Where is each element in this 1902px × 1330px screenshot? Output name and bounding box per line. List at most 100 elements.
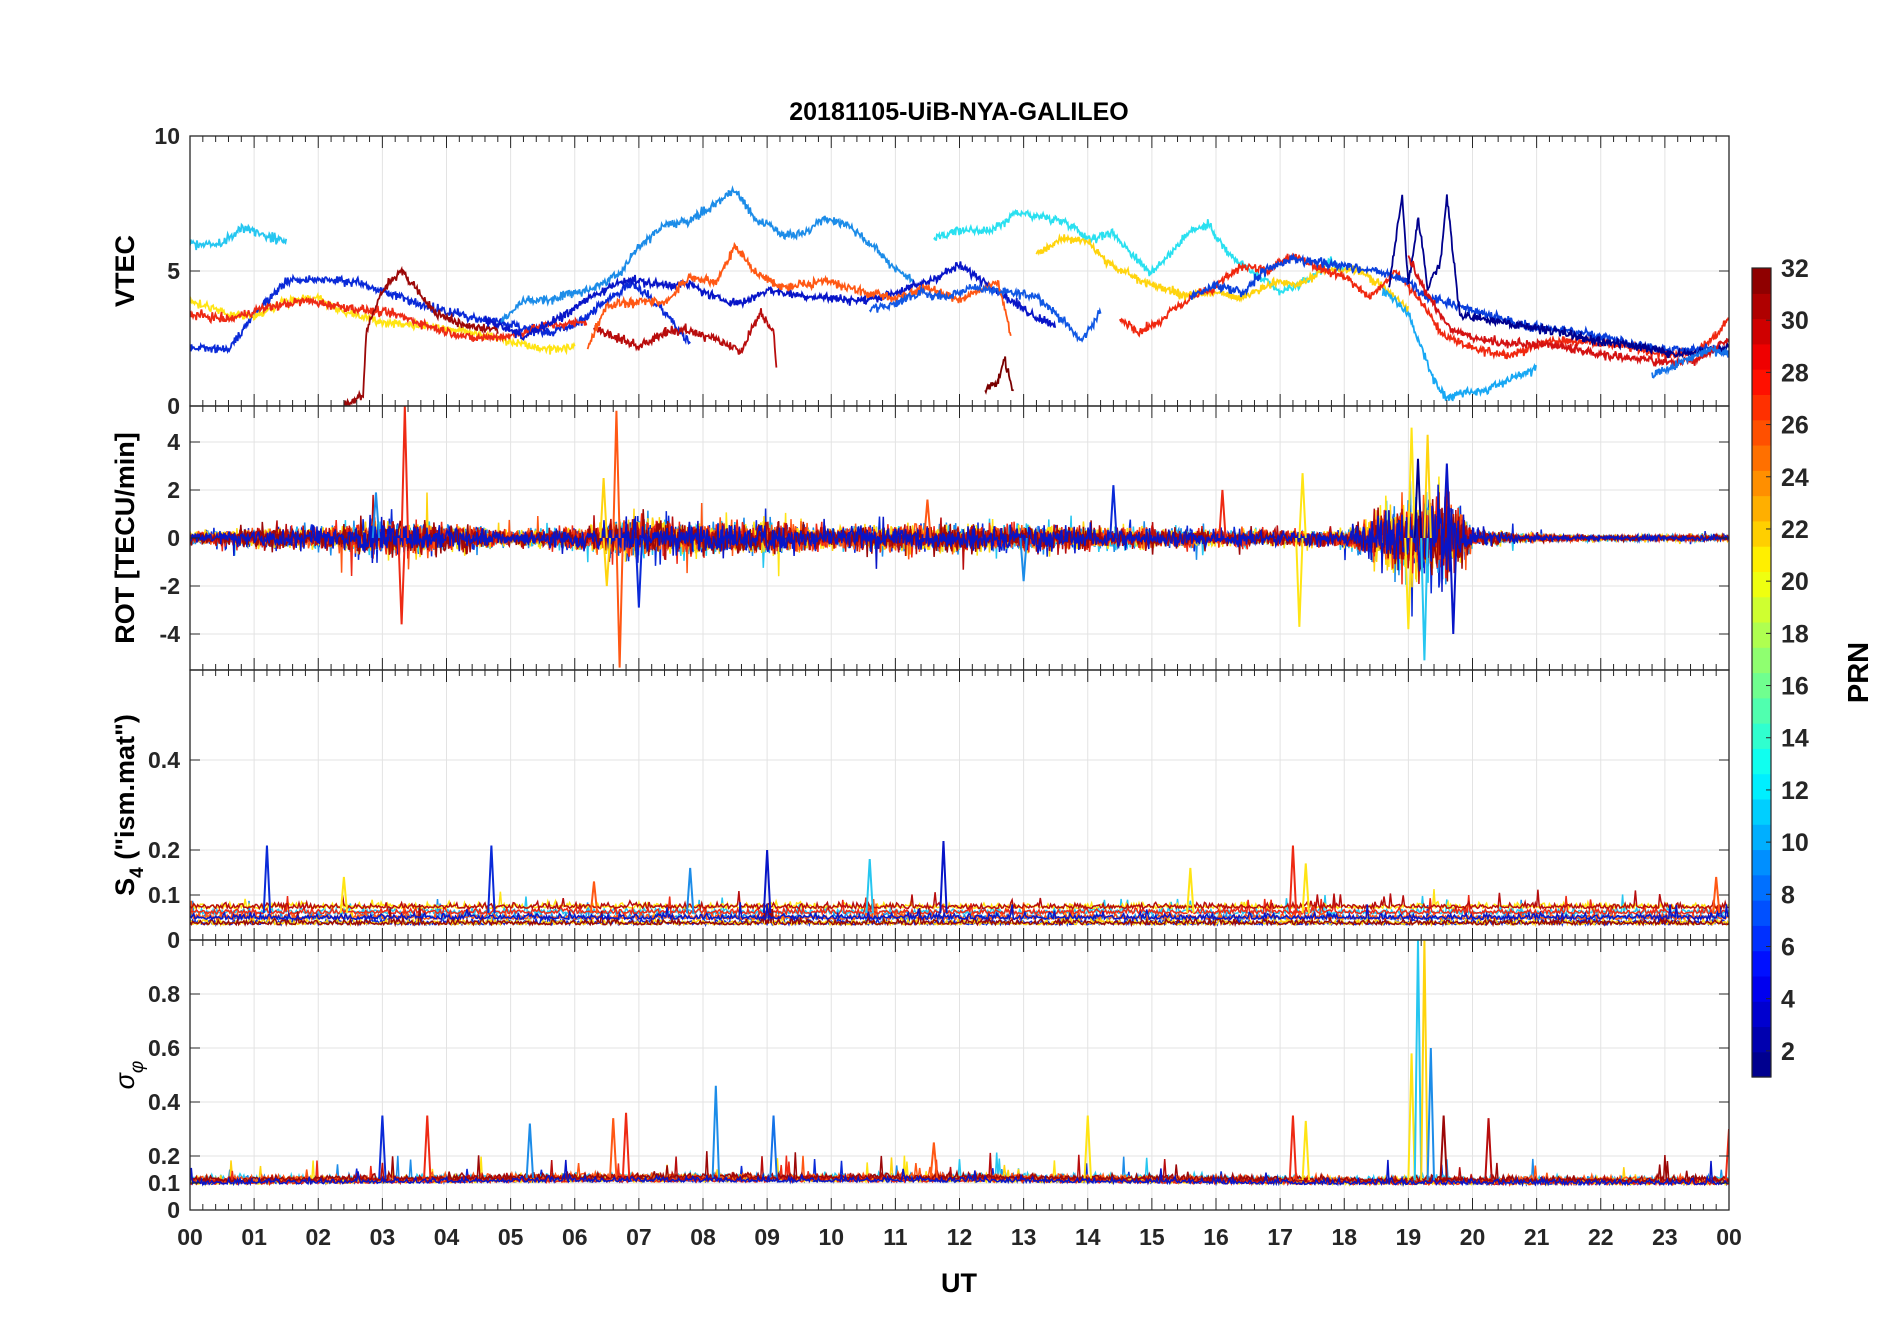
- series-group-rot: [190, 406, 1729, 668]
- spike-sigma_phi: [1484, 1118, 1493, 1181]
- series-prn-32: [984, 356, 1015, 395]
- colorbar-level: [1752, 950, 1771, 977]
- y-axis-label-base: σ: [110, 1071, 140, 1089]
- colorbar-level: [1752, 571, 1771, 598]
- x-ticks-sigma_phi: [189, 940, 1730, 1210]
- panel-sigma_phi: 00.10.2 0.4 0.6 0.8 σφ: [110, 939, 1730, 1223]
- spike-sigma_phi: [1724, 1128, 1729, 1181]
- colorbar-level: [1752, 268, 1771, 294]
- panel-vtec: 0 5 10 VTEC: [110, 123, 1730, 419]
- spike-rot: [602, 537, 612, 587]
- spike-rot: [1407, 427, 1416, 539]
- y-axis-label-sub: φ: [127, 1061, 148, 1073]
- y-tick-label-rot: 2: [167, 477, 180, 503]
- series-group-sigma_phi: [190, 940, 1729, 1188]
- y-tick-label-rot: 4: [167, 429, 180, 455]
- spike-s4: [865, 858, 874, 914]
- colorbar-level: [1752, 293, 1771, 320]
- colorbar-tick-label: 2: [1781, 1038, 1795, 1066]
- x-tick-label: 20: [1460, 1224, 1486, 1250]
- x-tick-label: 07: [626, 1224, 652, 1250]
- series-prn-12: [190, 222, 288, 251]
- colorbar-tick-label: 18: [1781, 620, 1809, 648]
- spike-rot: [371, 492, 381, 539]
- chart-title: 20181105-UiB-NYA-GALILEO: [789, 98, 1128, 126]
- y-tick-label-sigma_phi: 0.4: [148, 1089, 180, 1115]
- spike-sigma_phi: [1407, 1053, 1416, 1181]
- spike-rot: [1413, 458, 1423, 539]
- y-axis-label-sub: 4: [127, 867, 148, 878]
- colorbar-level: [1752, 495, 1771, 522]
- colorbar-level: [1752, 647, 1771, 674]
- colorbar-tick-label: 6: [1781, 934, 1795, 962]
- x-tick-label: 00: [1716, 1224, 1742, 1250]
- spike-rot: [1442, 463, 1452, 539]
- colorbar-level: [1752, 798, 1771, 825]
- series-prn-3: [484, 261, 1057, 341]
- spike-s4: [1288, 845, 1298, 914]
- spike-rot: [612, 410, 621, 539]
- x-tick-label: 18: [1331, 1224, 1357, 1250]
- spike-rot: [1404, 537, 1413, 630]
- spike-rot: [1218, 489, 1227, 539]
- x-tick-label: 13: [1011, 1224, 1037, 1250]
- spike-rot: [599, 477, 608, 539]
- spike-rot: [1019, 537, 1028, 582]
- spike-rot: [615, 537, 624, 668]
- x-tick-label: 22: [1588, 1224, 1614, 1250]
- spike-rot: [634, 537, 644, 608]
- y-tick-label-vtec: 5: [167, 258, 180, 284]
- spike-rot: [1295, 537, 1304, 627]
- spike-rot: [1420, 537, 1429, 661]
- grid-vtec: [189, 135, 1730, 407]
- x-tick-label: 17: [1267, 1224, 1293, 1250]
- rot-series: [190, 484, 1729, 592]
- series-prn-20: [190, 291, 576, 356]
- s4-series: [190, 902, 1729, 923]
- y-tick-label-sigma_phi: 0.6: [148, 1035, 180, 1061]
- spike-s4: [1711, 876, 1721, 914]
- colorbar-tick-label: 16: [1781, 673, 1809, 701]
- y-tick-label-s4: 0.2: [148, 837, 180, 863]
- spike-rot: [400, 406, 410, 539]
- series-prn-31: [343, 265, 499, 406]
- x-tick-label: 14: [1075, 1224, 1101, 1250]
- y-axis-label-sigma_phi: σφ: [110, 1061, 148, 1090]
- y-tick-label-sigma_phi: 0.1: [148, 1170, 180, 1196]
- spike-sigma_phi: [378, 1115, 387, 1180]
- x-ticks-s4: [189, 670, 1730, 940]
- colorbar-level: [1752, 470, 1771, 497]
- sigma_phi-series: [190, 1159, 1729, 1188]
- y-tick-label-sigma_phi: 0: [167, 1197, 180, 1223]
- spike-s4: [762, 849, 772, 914]
- colorbar-level: [1752, 318, 1771, 345]
- spike-rot: [397, 537, 406, 625]
- x-tick-label: 00: [177, 1224, 203, 1250]
- colorbar-level: [1752, 343, 1771, 370]
- colorbar-tick-label: 14: [1781, 725, 1809, 753]
- y-axis-label-vtec: VTEC: [110, 235, 140, 307]
- spike-sigma_phi: [423, 1115, 432, 1179]
- colorbar-level: [1752, 773, 1771, 800]
- x-tick-label: 05: [498, 1224, 524, 1250]
- colorbar-level: [1752, 596, 1771, 623]
- series-prn-10: [497, 185, 915, 324]
- y-axis-label-s4: S4 ("ism.mat"): [110, 714, 148, 896]
- x-axis: 00 01 02 03 04 05 06 07 08 09 10 11 12 13 14 15 16 17 18 19…: [177, 1224, 1742, 1250]
- y-tick-label-rot: 0: [167, 525, 180, 551]
- y-tick-label-sigma_phi: 0.2: [148, 1143, 180, 1169]
- y-axis-label-rest: ("ism.mat"): [110, 714, 140, 867]
- spike-sigma_phi: [525, 1123, 535, 1178]
- colorbar-level: [1752, 394, 1771, 421]
- spike-sigma_phi: [1426, 1047, 1436, 1181]
- colorbar-frame: [1751, 267, 1772, 1078]
- spike-rot: [1298, 473, 1307, 539]
- colorbar-tick-label: 20: [1781, 568, 1809, 596]
- x-tick-label: 19: [1396, 1224, 1422, 1250]
- series-prn-21: [1035, 233, 1409, 313]
- y-tick-label-s4: 0.1: [148, 882, 180, 908]
- colorbar-level: [1752, 672, 1771, 699]
- series-prn-30: [593, 308, 778, 368]
